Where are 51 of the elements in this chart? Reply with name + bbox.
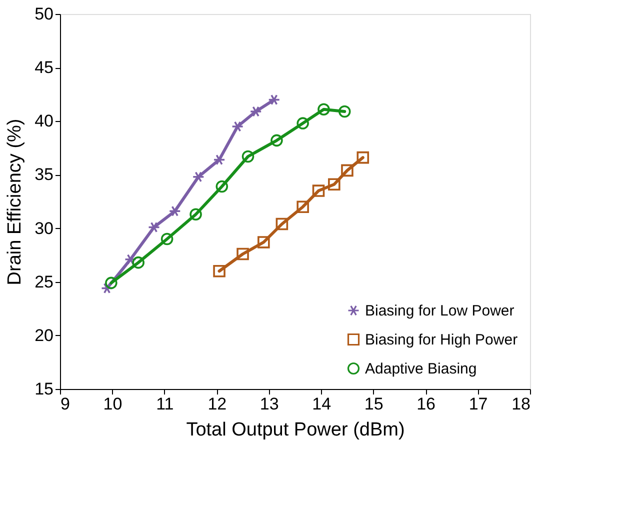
x-tick-label: 13 — [260, 394, 279, 414]
point — [338, 105, 351, 118]
y-axis-title: Drain Efficiency (%) — [4, 118, 26, 286]
point — [270, 134, 283, 147]
x-axis-title: Total Output Power (dBm) — [186, 420, 405, 440]
point — [213, 154, 226, 166]
y-tick-label: 35 — [34, 165, 54, 184]
point — [105, 276, 118, 290]
point — [341, 164, 354, 177]
x-tick-label: 15 — [364, 394, 384, 414]
point — [100, 282, 114, 294]
point — [132, 256, 144, 269]
point — [124, 254, 137, 265]
point — [190, 208, 202, 220]
x-tick-label: 18 — [512, 394, 530, 414]
point — [168, 206, 182, 217]
y-tick-label: 20 — [34, 326, 54, 345]
point — [258, 236, 270, 248]
point — [231, 121, 244, 132]
x-tick-label: 12 — [208, 394, 227, 414]
point — [160, 232, 174, 246]
point — [268, 94, 280, 106]
y-tick-label: 15 — [34, 380, 54, 398]
legend-label: Adaptive Biasing — [365, 360, 477, 378]
y-tick-label: 50 — [34, 4, 54, 24]
x-tick-label: 11 — [156, 394, 174, 414]
x-tick-label: 10 — [103, 394, 122, 414]
point — [296, 117, 309, 130]
y-tick-label: 45 — [34, 58, 54, 78]
y-tick-label: 40 — [34, 112, 54, 131]
point — [356, 151, 370, 164]
legend-label: Biasing for High Power — [365, 332, 518, 348]
point — [213, 265, 226, 278]
point — [312, 184, 325, 197]
x-tick-label: 14 — [312, 394, 332, 414]
point — [192, 171, 205, 182]
x-tick-label: 16 — [416, 394, 436, 414]
legend-label: Biasing for Low Power — [365, 302, 514, 320]
x-tick-label: 17 — [468, 394, 488, 414]
point — [216, 180, 228, 193]
point — [250, 106, 262, 117]
point — [318, 103, 330, 116]
point — [236, 248, 249, 260]
point — [242, 150, 254, 163]
x-tick-label: 9 — [60, 394, 70, 414]
point — [296, 200, 309, 213]
point — [328, 178, 340, 190]
y-tick-label: 30 — [34, 218, 54, 238]
point — [276, 218, 288, 230]
y-tick-label: 25 — [34, 272, 54, 292]
point — [148, 222, 160, 233]
